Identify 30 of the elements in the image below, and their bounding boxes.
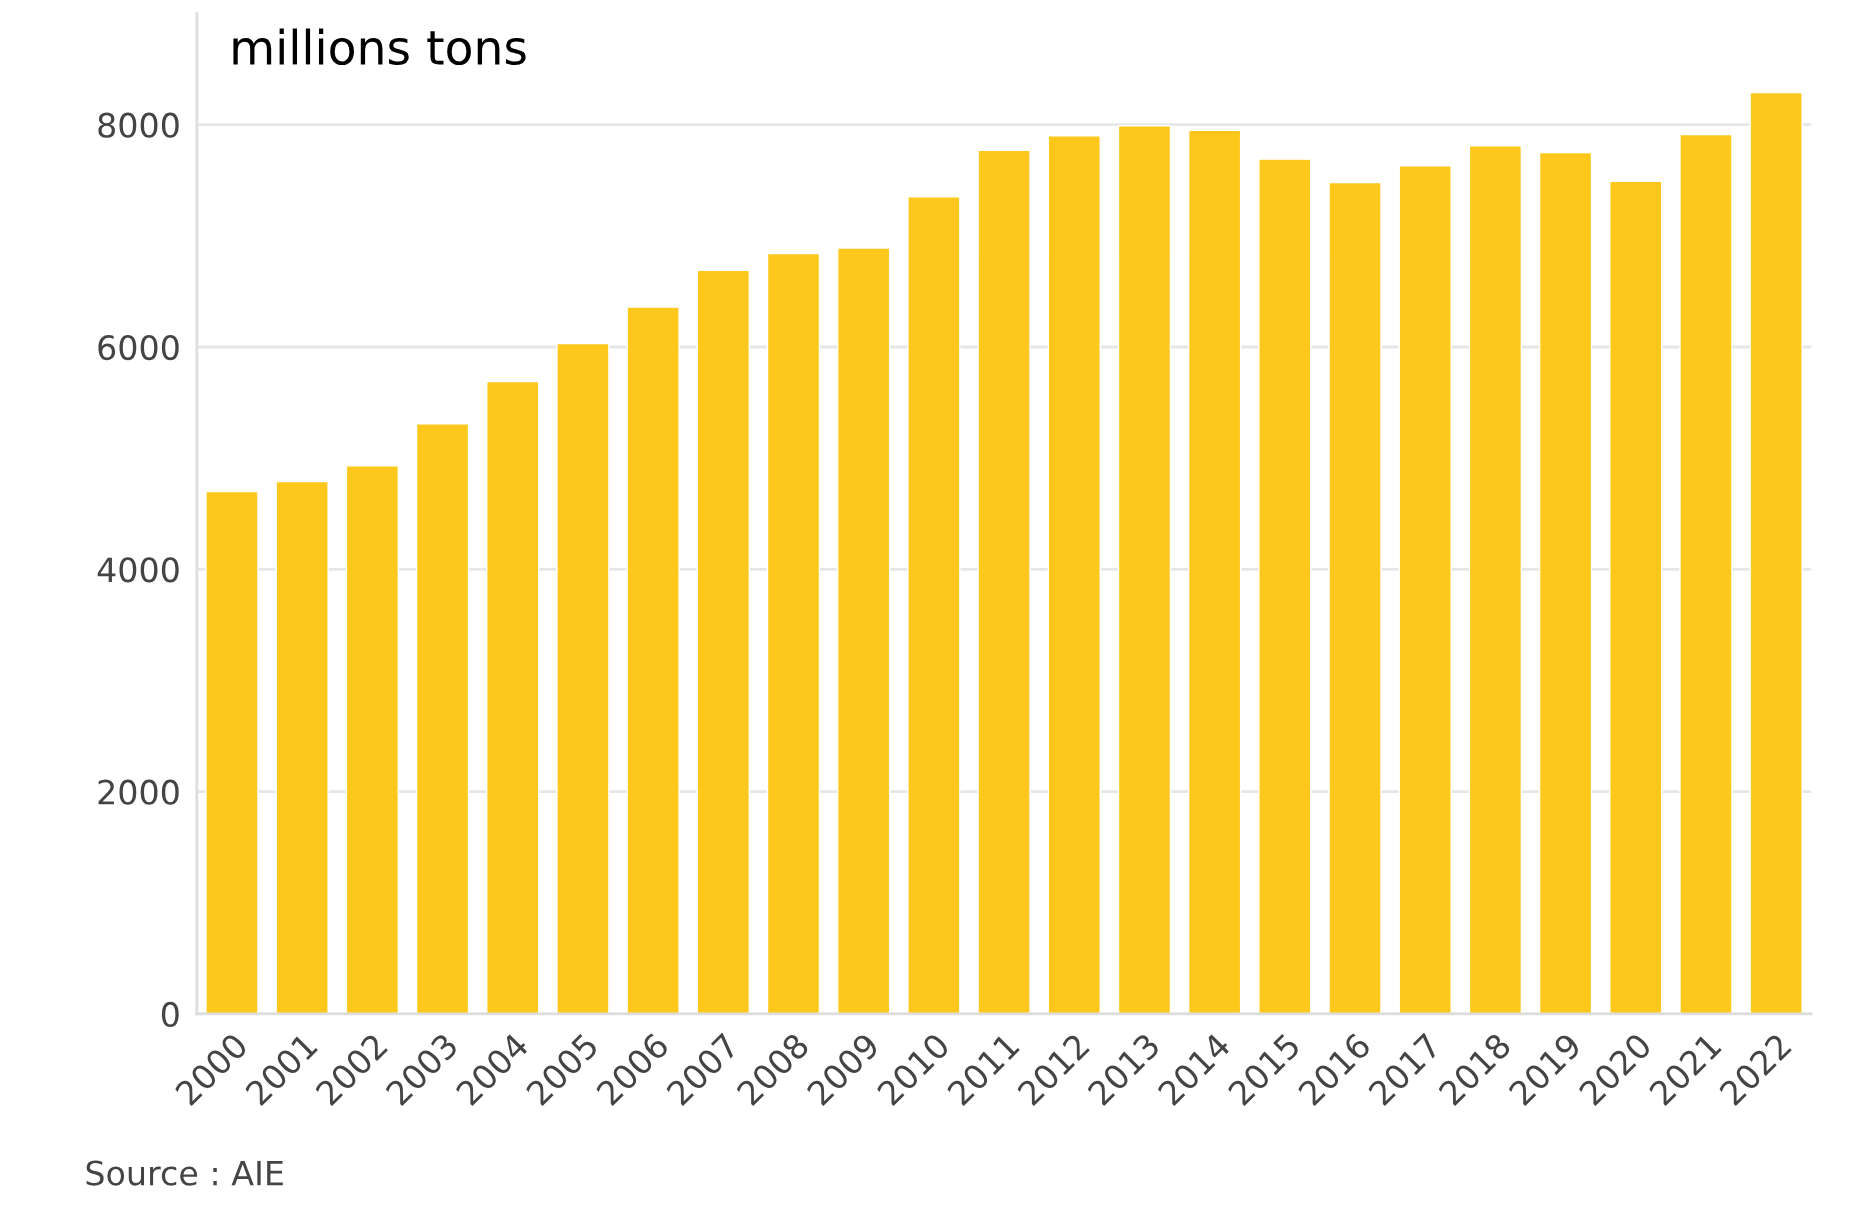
bar	[1468, 145, 1523, 1014]
y-tick-label: 6000	[98, 334, 179, 361]
bar	[1609, 180, 1663, 1014]
bar	[1679, 133, 1733, 1014]
bar	[1398, 165, 1452, 1014]
bar	[837, 247, 891, 1014]
chart-title: millions tons	[233, 28, 526, 66]
bar	[626, 306, 680, 1014]
bar	[1047, 135, 1101, 1014]
bar	[1187, 129, 1242, 1014]
bar	[907, 196, 961, 1014]
bar	[766, 252, 821, 1014]
bar	[696, 269, 750, 1014]
bar	[415, 422, 470, 1014]
source-note: Source : AIE	[86, 1160, 283, 1186]
bar	[1538, 151, 1593, 1014]
y-tick-label: 8000	[98, 112, 179, 138]
bar	[1328, 181, 1382, 1014]
bar	[977, 149, 1031, 1014]
bar	[275, 480, 329, 1014]
bar	[1117, 125, 1172, 1014]
bar	[345, 465, 400, 1014]
y-tick-label: 0	[161, 1001, 179, 1028]
y-tick-label: 4000	[97, 557, 179, 583]
y-tick-label: 2000	[98, 779, 179, 805]
bar	[1258, 158, 1312, 1014]
bar	[486, 380, 540, 1014]
bar	[1749, 91, 1803, 1014]
bar	[205, 490, 259, 1014]
bar	[556, 342, 610, 1014]
